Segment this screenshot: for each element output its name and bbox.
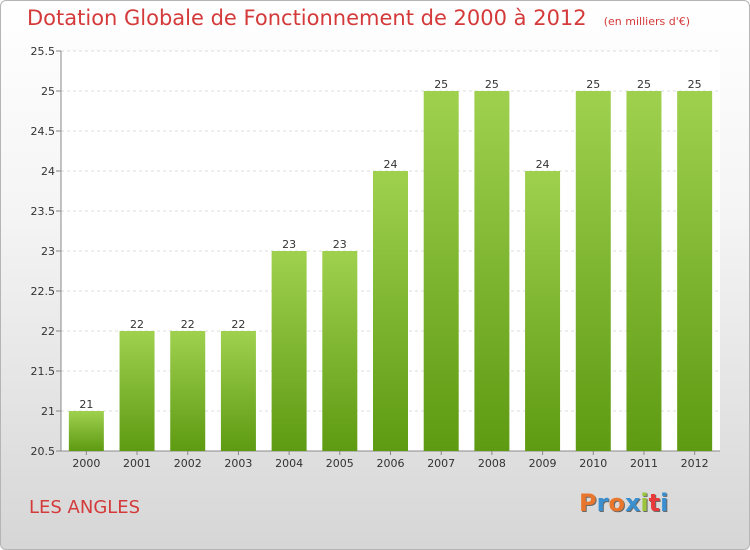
y-tick-label: 21 xyxy=(41,405,55,418)
data-label-2005: 23 xyxy=(333,238,347,251)
data-label-2009: 24 xyxy=(536,158,550,171)
y-tick-label: 24 xyxy=(41,165,55,178)
bar-2009 xyxy=(525,171,561,451)
logo-letter: t xyxy=(648,489,661,517)
x-tick-label-2001: 2001 xyxy=(123,457,151,470)
commune-name: LES ANGLES xyxy=(29,497,141,518)
bar-2000 xyxy=(68,411,104,451)
x-tick-label-2002: 2002 xyxy=(174,457,202,470)
data-label-2011: 25 xyxy=(637,78,651,91)
logo-letter: P xyxy=(579,489,597,517)
x-tick-label-2011: 2011 xyxy=(630,457,658,470)
y-tick-label: 25 xyxy=(41,85,55,98)
x-tick-label-2003: 2003 xyxy=(224,457,252,470)
data-label-2007: 25 xyxy=(434,78,448,91)
y-tick-label: 25.5 xyxy=(31,45,56,58)
x-tick-label-2004: 2004 xyxy=(275,457,303,470)
data-label-2010: 25 xyxy=(586,78,600,91)
x-tick-label-2009: 2009 xyxy=(529,457,557,470)
x-tick-label-2000: 2000 xyxy=(72,457,100,470)
y-tick-label: 24.5 xyxy=(31,125,56,138)
x-tick-label-2007: 2007 xyxy=(427,457,455,470)
x-tick-label-2006: 2006 xyxy=(377,457,405,470)
bar-2003 xyxy=(220,331,256,451)
bar-2001 xyxy=(119,331,155,451)
x-tick-label-2010: 2010 xyxy=(579,457,607,470)
logo-letter: i xyxy=(660,489,669,517)
data-label-2012: 25 xyxy=(688,78,702,91)
y-tick-label: 22 xyxy=(41,325,55,338)
logo-letter: x xyxy=(624,489,641,517)
y-tick-label: 23.5 xyxy=(31,205,56,218)
bar-2006 xyxy=(373,171,408,451)
y-tick-label: 20.5 xyxy=(31,445,56,458)
bar-2012 xyxy=(677,91,713,451)
bar-2002 xyxy=(170,331,206,451)
data-label-2004: 23 xyxy=(282,238,296,251)
title-block: Dotation Globale de Fonctionnement de 20… xyxy=(27,6,690,30)
y-tick-label: 23 xyxy=(41,245,55,258)
bar-2008 xyxy=(474,91,510,451)
x-tick-label-2008: 2008 xyxy=(478,457,506,470)
chart-title: Dotation Globale de Fonctionnement de 20… xyxy=(27,6,587,30)
y-tick-label: 22.5 xyxy=(31,285,56,298)
data-label-2000: 21 xyxy=(79,398,93,411)
x-tick-label-2012: 2012 xyxy=(681,457,709,470)
bar-2010 xyxy=(575,91,611,451)
y-tick-label: 21.5 xyxy=(31,365,56,378)
logo-letter: i xyxy=(640,489,649,517)
chart-subtitle: (en milliers d'€) xyxy=(603,15,691,28)
bar-2004 xyxy=(271,251,307,451)
x-tick-label-2005: 2005 xyxy=(326,457,354,470)
data-label-2002: 22 xyxy=(181,318,195,331)
data-label-2003: 22 xyxy=(231,318,245,331)
logo-letter: o xyxy=(608,489,625,517)
data-label-2006: 24 xyxy=(384,158,398,171)
bar-2011 xyxy=(626,91,662,451)
data-label-2001: 22 xyxy=(130,318,144,331)
data-label-2008: 25 xyxy=(485,78,499,91)
bar-2005 xyxy=(322,251,358,451)
logo-letter: r xyxy=(596,489,609,517)
bar-2007 xyxy=(423,91,459,451)
proxiti-logo[interactable]: Proxiti xyxy=(579,489,668,517)
